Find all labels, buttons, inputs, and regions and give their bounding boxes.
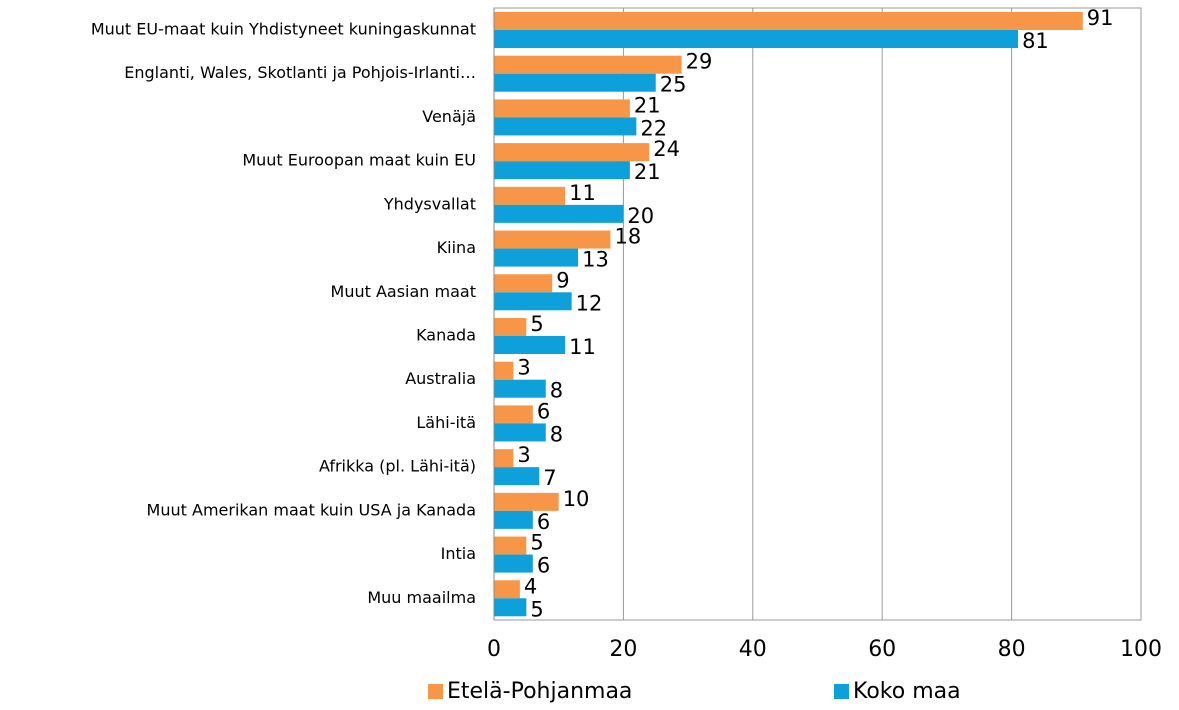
legend-swatch [834, 684, 849, 699]
bar [494, 467, 540, 486]
value-label: 6 [537, 510, 550, 534]
value-label: 10 [563, 487, 590, 511]
value-label: 29 [686, 50, 713, 74]
bar [494, 230, 611, 249]
value-label: 6 [537, 399, 550, 423]
y-tick-label: Muut Euroopan maat kuin EU [242, 151, 476, 170]
y-tick-label: Afrikka (pl. Lähi-itä) [319, 457, 476, 476]
legend-label: Etelä-Pohjanmaa [447, 679, 632, 704]
value-label: 21 [634, 93, 661, 117]
value-label: 12 [576, 291, 603, 315]
bar [494, 423, 546, 442]
bar [494, 274, 553, 293]
bar [494, 161, 630, 180]
bar [494, 580, 520, 599]
value-label: 22 [640, 116, 667, 140]
legend-label: Koko maa [853, 679, 961, 704]
y-tick-label: Muut EU-maat kuin Yhdistyneet kuningasku… [91, 20, 476, 39]
bar [494, 449, 514, 468]
legend-swatch [428, 684, 443, 699]
bar [494, 536, 527, 555]
bar [494, 361, 514, 380]
value-label: 24 [653, 137, 680, 161]
y-tick-label: Venäjä [422, 107, 476, 126]
bar [494, 554, 533, 573]
bar [494, 55, 682, 74]
bar [494, 117, 637, 136]
x-tick-label: 20 [609, 637, 637, 662]
bar [494, 405, 533, 424]
value-label: 25 [660, 73, 687, 97]
y-tick-label: Intia [441, 544, 476, 563]
bar [494, 204, 624, 223]
value-label: 5 [530, 597, 543, 621]
y-tick-label: Englanti, Wales, Skotlanti ja Pohjois-Ir… [124, 63, 476, 82]
x-tick-label: 60 [868, 637, 896, 662]
bar [494, 292, 572, 311]
y-tick-label: Australia [405, 369, 476, 388]
x-tick-label: 80 [998, 637, 1026, 662]
bar [494, 492, 559, 511]
value-label: 8 [550, 379, 563, 403]
y-tick-label: Lähi-itä [416, 413, 476, 432]
y-tick-label: Yhdysvallat [383, 194, 476, 213]
bar [494, 379, 546, 398]
y-tick-label: Muu maailma [367, 588, 476, 607]
value-label: 20 [627, 204, 654, 228]
value-label: 6 [537, 554, 550, 578]
bar [494, 598, 527, 617]
value-label: 9 [556, 268, 569, 292]
value-label: 11 [569, 181, 596, 205]
value-label: 7 [543, 466, 556, 490]
value-label: 4 [524, 574, 537, 598]
bar [494, 186, 566, 205]
y-tick-label: Kanada [416, 326, 476, 345]
value-label: 3 [517, 443, 530, 467]
value-label: 5 [530, 531, 543, 555]
value-label: 21 [634, 160, 661, 184]
value-label: 3 [517, 356, 530, 380]
value-label: 81 [1022, 29, 1049, 53]
value-label: 11 [569, 335, 596, 359]
bar [494, 143, 650, 162]
bar [494, 30, 1019, 48]
bar [494, 318, 527, 336]
y-tick-label: Muut Aasian maat [331, 282, 476, 301]
value-label: 13 [582, 248, 609, 272]
bar [494, 12, 1083, 30]
y-tick-label: Kiina [437, 238, 476, 257]
bar [494, 248, 579, 267]
bar [494, 73, 656, 92]
x-tick-label: 0 [487, 637, 501, 662]
bar [494, 99, 630, 118]
bar [494, 336, 566, 354]
value-label: 5 [530, 312, 543, 336]
value-label: 8 [550, 422, 563, 446]
value-label: 18 [614, 225, 641, 249]
value-label: 91 [1087, 6, 1114, 30]
x-tick-label: 100 [1120, 637, 1162, 662]
x-tick-label: 40 [739, 637, 767, 662]
bar [494, 510, 533, 529]
y-tick-label: Muut Amerikan maat kuin USA ja Kanada [147, 500, 476, 519]
